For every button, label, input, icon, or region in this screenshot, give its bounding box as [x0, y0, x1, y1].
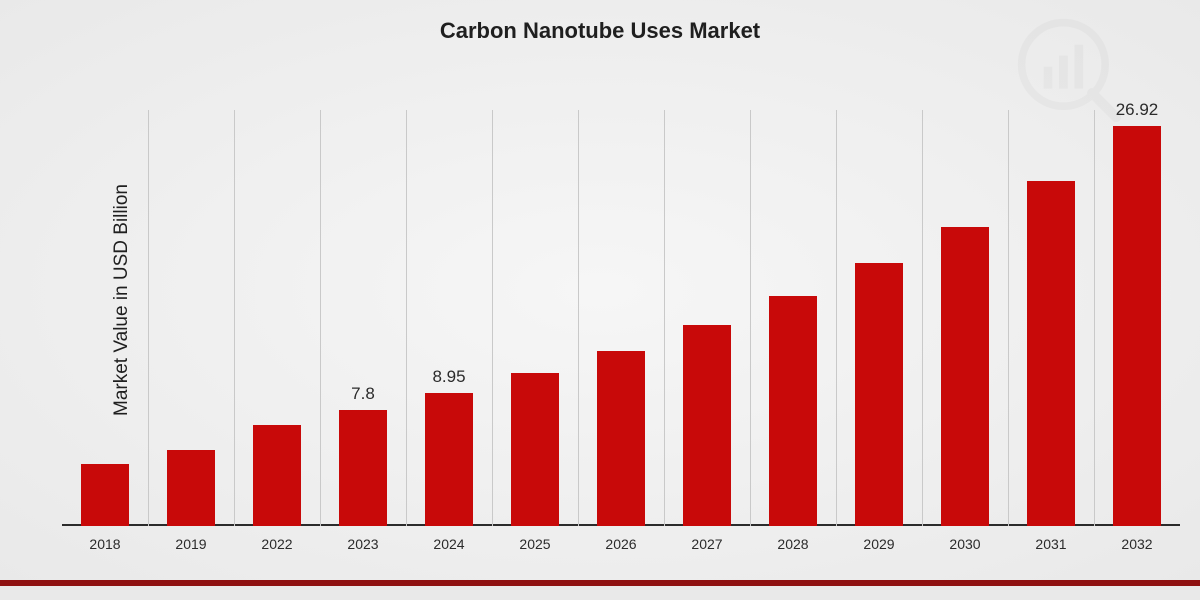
grid-line [1094, 110, 1095, 526]
x-tick-label: 2027 [664, 536, 750, 552]
x-tick-label: 2025 [492, 536, 578, 552]
grid-line [406, 110, 407, 526]
grid-line [578, 110, 579, 526]
bar [1113, 126, 1160, 526]
x-tick-label: 2023 [320, 536, 406, 552]
x-tick-label: 2018 [62, 536, 148, 552]
x-tick-label: 2032 [1094, 536, 1180, 552]
x-tick-label: 2031 [1008, 536, 1094, 552]
x-tick-label: 2028 [750, 536, 836, 552]
x-tick-label: 2029 [836, 536, 922, 552]
x-tick-label: 2019 [148, 536, 234, 552]
bar [81, 464, 128, 526]
x-tick-label: 2024 [406, 536, 492, 552]
bar [511, 373, 558, 526]
bar [597, 351, 644, 526]
x-tick-label: 2022 [234, 536, 320, 552]
bar [941, 227, 988, 526]
grid-line [492, 110, 493, 526]
grid-line [750, 110, 751, 526]
bar [425, 393, 472, 526]
grid-line [664, 110, 665, 526]
bar-value-label: 26.92 [1094, 100, 1180, 120]
chart-container: Carbon Nanotube Uses Market Market Value… [0, 0, 1200, 580]
bar [253, 425, 300, 526]
bar-value-label: 8.95 [406, 367, 492, 387]
bar [855, 263, 902, 526]
grid-line [836, 110, 837, 526]
bar [339, 410, 386, 526]
grid-line [922, 110, 923, 526]
bar [1027, 181, 1074, 526]
bar [683, 325, 730, 526]
bar-value-label: 7.8 [320, 384, 406, 404]
footer-bar-base [0, 586, 1200, 600]
plot-area: 7.88.9526.92 [62, 110, 1180, 526]
bar [769, 296, 816, 526]
footer-bar [0, 580, 1200, 600]
x-tick-label: 2026 [578, 536, 664, 552]
grid-line [234, 110, 235, 526]
grid-line [148, 110, 149, 526]
x-tick-label: 2030 [922, 536, 1008, 552]
grid-line [320, 110, 321, 526]
grid-line [1008, 110, 1009, 526]
bar [167, 450, 214, 526]
